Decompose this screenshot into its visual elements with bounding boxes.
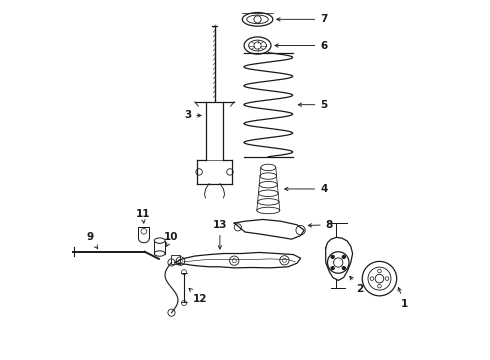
Text: 9: 9 <box>87 232 98 249</box>
Text: 5: 5 <box>298 100 327 110</box>
Text: 12: 12 <box>189 288 207 304</box>
Circle shape <box>331 256 334 258</box>
Text: 10: 10 <box>164 232 179 246</box>
Circle shape <box>343 267 345 270</box>
Text: 2: 2 <box>350 276 364 294</box>
Circle shape <box>331 267 334 270</box>
Text: 1: 1 <box>398 288 408 309</box>
Text: 8: 8 <box>308 220 333 230</box>
Text: 3: 3 <box>184 111 201 121</box>
Circle shape <box>343 256 345 258</box>
Text: 7: 7 <box>277 14 328 24</box>
Text: 6: 6 <box>275 41 327 50</box>
Text: 13: 13 <box>213 220 227 249</box>
Text: 4: 4 <box>285 184 328 194</box>
Text: 11: 11 <box>136 209 150 223</box>
